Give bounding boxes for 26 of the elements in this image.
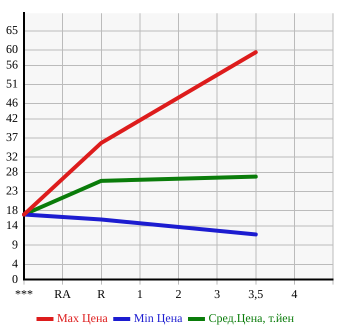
y-tick-label: 56 (6, 57, 18, 72)
x-tick-label: 3,5 (248, 286, 264, 301)
y-tick-label: 51 (6, 76, 18, 91)
y-tick-label: 46 (6, 96, 18, 110)
x-tick-label: 2 (176, 286, 182, 301)
y-tick-label: 4 (12, 256, 18, 270)
y-tick-label: 32 (6, 149, 18, 164)
x-tick-label: *** (15, 286, 33, 301)
y-tick-label: 28 (6, 164, 18, 179)
x-tick-label: 4 (291, 286, 298, 301)
y-tick-label: 14 (6, 218, 18, 232)
y-tick-label: 42 (6, 111, 18, 125)
legend-label: Max Цена (56, 311, 108, 326)
legend-label: Сред.Цена, т.йен (208, 311, 295, 326)
x-tick-label: RA (54, 286, 72, 301)
y-tick-label: 0 (12, 272, 18, 286)
y-tick-label: 18 (6, 202, 18, 217)
y-tick-label: 37 (6, 130, 18, 144)
legend-label: Min Цена (134, 311, 184, 326)
x-tick-label: 3 (214, 286, 220, 301)
y-tick-label: 9 (12, 237, 18, 252)
y-tick-label: 23 (6, 184, 18, 198)
y-tick-label: 60 (6, 42, 18, 56)
y-tick-label: 65 (6, 22, 18, 37)
x-tick-label: 1 (136, 286, 143, 301)
x-tick-label: R (97, 286, 106, 301)
